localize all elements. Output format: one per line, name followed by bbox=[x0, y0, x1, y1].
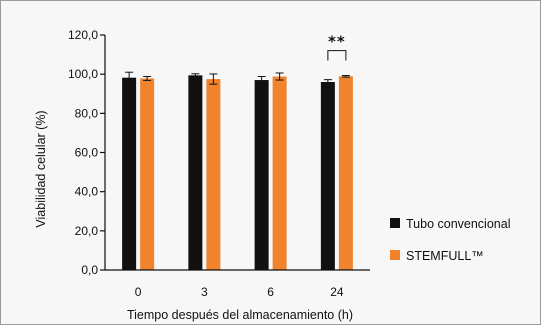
error-bar bbox=[257, 76, 266, 85]
error-bar bbox=[125, 71, 134, 84]
error-bar bbox=[143, 76, 152, 81]
error-bar bbox=[209, 73, 218, 85]
bar-tubo-3 bbox=[188, 75, 203, 270]
bar-stemfull-3 bbox=[206, 79, 221, 270]
y-tick-label: 120,0 bbox=[68, 28, 98, 42]
y-tick-label: 100,0 bbox=[68, 67, 98, 81]
y-tick-label: 0,0 bbox=[81, 263, 98, 277]
y-axis-label: Viabilidad celular (%) bbox=[34, 110, 48, 227]
error-bar bbox=[191, 73, 200, 78]
y-tick-label: 40,0 bbox=[75, 185, 99, 199]
x-tick-label: 6 bbox=[267, 285, 274, 299]
error-bar bbox=[275, 72, 284, 81]
significance-bracket bbox=[327, 50, 347, 61]
legend-swatch-tubo bbox=[390, 218, 400, 228]
x-tick-label: 24 bbox=[330, 285, 344, 299]
y-axis-ticks: 0,0 20,0 40,0 60,0 80,0 100,0 120,0 bbox=[68, 28, 105, 277]
bars bbox=[122, 75, 353, 271]
error-bar bbox=[323, 79, 332, 85]
error-bars bbox=[125, 71, 350, 85]
y-tick-label: 20,0 bbox=[75, 224, 99, 238]
x-axis-ticks: 0 3 6 24 bbox=[135, 285, 344, 299]
legend: Tubo convencional STEMFULL™ bbox=[390, 217, 510, 263]
x-tick-label: 3 bbox=[201, 285, 208, 299]
bar-tubo-0 bbox=[122, 77, 137, 270]
bar-tubo-24 bbox=[320, 82, 335, 270]
legend-label-stemfull: STEMFULL™ bbox=[406, 249, 484, 263]
x-axis-label: Tiempo después del almacenamiento (h) bbox=[127, 308, 353, 322]
significance-label: ** bbox=[328, 33, 346, 51]
y-tick-label: 60,0 bbox=[75, 146, 99, 160]
bar-stemfull-0 bbox=[140, 78, 155, 270]
error-bar bbox=[341, 75, 350, 78]
x-tick-label: 0 bbox=[135, 285, 142, 299]
legend-swatch-stemfull bbox=[390, 250, 400, 260]
bar-stemfull-6 bbox=[272, 76, 287, 271]
y-tick-label: 80,0 bbox=[75, 106, 99, 120]
bar-stemfull-24 bbox=[338, 76, 353, 270]
legend-label-tubo: Tubo convencional bbox=[406, 217, 510, 231]
bar-tubo-6 bbox=[254, 80, 269, 271]
